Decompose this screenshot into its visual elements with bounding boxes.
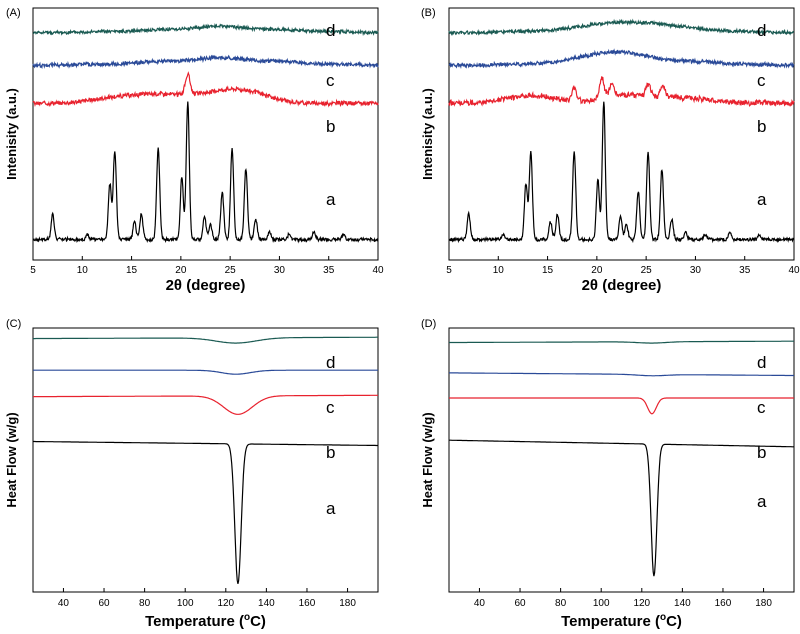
trace-label-d: d xyxy=(757,353,766,372)
x-tick-label: 120 xyxy=(633,598,650,609)
x-tick-label: 160 xyxy=(715,598,732,609)
trace-label-c: c xyxy=(326,398,335,417)
x-tick-label: 100 xyxy=(177,598,194,609)
series-line-c xyxy=(32,54,379,70)
panel-label: (A) xyxy=(6,7,21,19)
x-tick-label: 35 xyxy=(323,265,335,276)
x-tick-label: 180 xyxy=(755,598,772,609)
series-line-c xyxy=(449,372,794,377)
y-axis-label: Intenisity (a.u.) xyxy=(4,88,19,180)
trace-label-b: b xyxy=(326,117,335,136)
x-tick-label: 25 xyxy=(641,265,653,276)
trace-label-a: a xyxy=(326,190,336,209)
x-tick-label: 40 xyxy=(788,265,800,276)
trace-label-c: c xyxy=(757,398,766,417)
x-tick-label: 20 xyxy=(591,265,603,276)
series-line-b xyxy=(449,397,794,415)
series-line-d xyxy=(449,340,794,344)
y-axis-label: Intenisity (a.u.) xyxy=(420,88,435,180)
x-tick-label: 40 xyxy=(58,598,70,609)
x-tick-label: 30 xyxy=(690,265,702,276)
plot-frame xyxy=(32,327,379,593)
x-tick-label: 180 xyxy=(339,598,356,609)
plot-frame xyxy=(32,7,379,261)
series-line-b xyxy=(33,394,378,415)
series-line-c xyxy=(448,48,795,69)
trace-label-b: b xyxy=(757,117,766,136)
panel-label: (B) xyxy=(421,7,436,19)
trace-label-d: d xyxy=(326,21,335,40)
x-tick-label: 35 xyxy=(739,265,751,276)
trace-label-b: b xyxy=(326,443,335,462)
x-axis-label: 2θ (degree) xyxy=(166,277,246,294)
series-line-a xyxy=(449,439,794,577)
series-line-d xyxy=(32,22,379,37)
trace-label-a: a xyxy=(757,492,767,511)
panel-label: (D) xyxy=(421,318,436,330)
y-axis-label: Heat Flow (w/g) xyxy=(4,412,19,507)
plot-frame xyxy=(448,327,795,593)
y-axis-label: Heat Flow (w/g) xyxy=(420,412,435,507)
x-tick-label: 15 xyxy=(542,265,554,276)
series-line-d xyxy=(448,18,795,37)
x-tick-label: 60 xyxy=(514,598,526,609)
series-line-a xyxy=(448,101,795,244)
x-tick-label: 15 xyxy=(126,265,138,276)
x-tick-label: 40 xyxy=(372,265,384,276)
panel-label: (C) xyxy=(6,318,21,330)
plot-frame xyxy=(448,7,795,261)
trace-label-d: d xyxy=(326,353,335,372)
series-line-a xyxy=(32,101,379,244)
series-line-d xyxy=(33,336,378,344)
x-tick-label: 40 xyxy=(474,598,486,609)
x-tick-label: 30 xyxy=(274,265,286,276)
x-tick-label: 25 xyxy=(225,265,237,276)
trace-label-b: b xyxy=(757,443,766,462)
x-tick-label: 10 xyxy=(493,265,505,276)
x-axis-label: 2θ (degree) xyxy=(582,277,662,294)
series-line-a xyxy=(33,440,378,584)
x-tick-label: 20 xyxy=(175,265,187,276)
x-tick-label: 80 xyxy=(139,598,151,609)
x-tick-label: 5 xyxy=(30,265,36,276)
x-tick-label: 120 xyxy=(217,598,234,609)
x-tick-label: 60 xyxy=(98,598,110,609)
trace-label-d: d xyxy=(757,21,766,40)
x-tick-label: 160 xyxy=(299,598,316,609)
x-tick-label: 10 xyxy=(77,265,89,276)
x-tick-label: 140 xyxy=(258,598,275,609)
x-tick-label: 80 xyxy=(555,598,567,609)
trace-label-c: c xyxy=(326,71,335,90)
series-line-c xyxy=(33,369,378,375)
series-line-b xyxy=(32,71,379,108)
x-tick-label: 140 xyxy=(674,598,691,609)
x-tick-label: 100 xyxy=(593,598,610,609)
trace-label-a: a xyxy=(757,190,767,209)
series-line-b xyxy=(448,76,795,107)
x-tick-label: 5 xyxy=(446,265,452,276)
trace-label-c: c xyxy=(757,71,766,90)
x-axis-label: Temperature (oC) xyxy=(145,612,266,630)
x-axis-label: Temperature (oC) xyxy=(561,612,682,630)
trace-label-a: a xyxy=(326,499,336,518)
